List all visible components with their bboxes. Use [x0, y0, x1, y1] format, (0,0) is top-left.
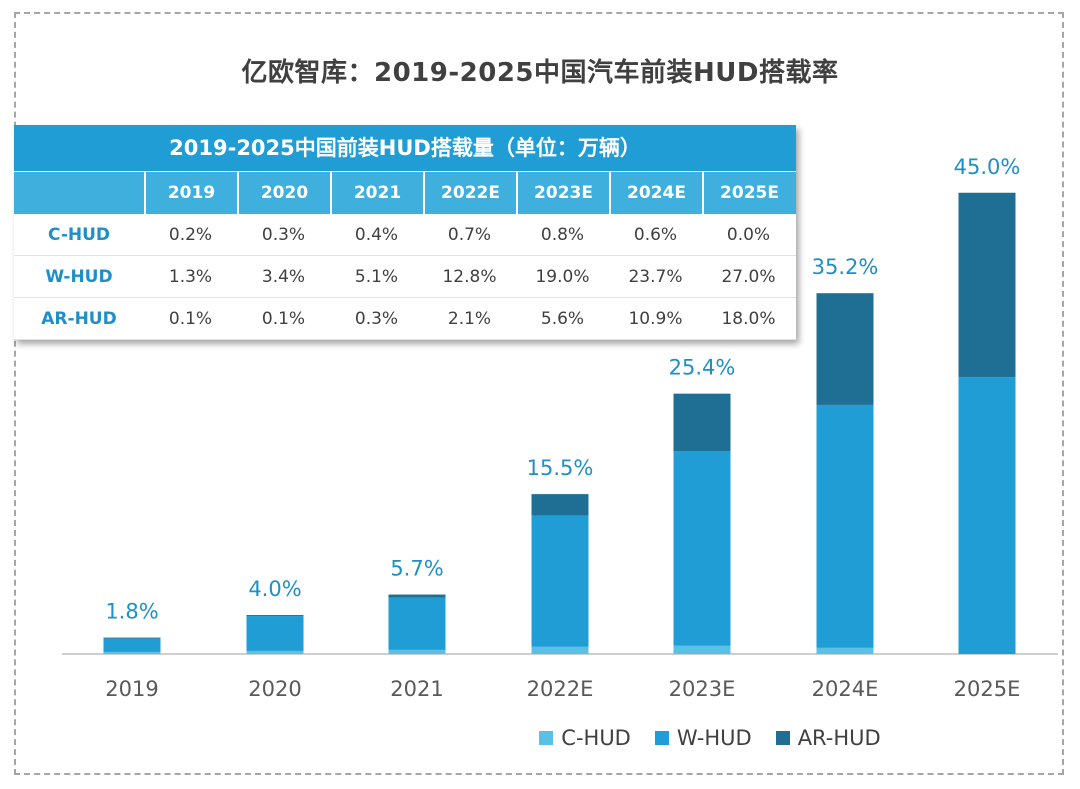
total-label: 1.8% [105, 600, 158, 624]
table-header-cell: 2024E [609, 172, 702, 214]
bar-ar-hud-2022e [531, 494, 589, 516]
table-header-cell: 2020 [237, 172, 330, 214]
bar-c-hud-2022e [531, 646, 589, 654]
table-title: 2019-2025中国前装HUD搭载量（单位：万辆） [14, 125, 796, 171]
table-header-cell: 2025E [702, 172, 795, 214]
bar-c-hud-2024e [816, 647, 874, 654]
data-table: 2019-2025中国前装HUD搭载量（单位：万辆） 2019 2020 202… [14, 125, 796, 340]
total-label: 5.7% [390, 557, 443, 581]
bar-w-hud-2021 [388, 597, 446, 650]
table-cell: 0.3% [354, 308, 399, 329]
total-label: 45.0% [954, 155, 1021, 179]
table-cell: 19.0% [535, 266, 590, 287]
legend-label-w-hud: W-HUD [676, 726, 752, 750]
bar-w-hud-2023e [673, 451, 731, 646]
bar-ar-hud-2020 [246, 615, 304, 617]
legend: C-HUD W-HUD AR-HUD [0, 726, 1080, 750]
bar-w-hud-2024e [816, 404, 874, 648]
chart-frame [14, 12, 1064, 775]
legend-swatch-c-hud [539, 731, 554, 745]
total-label: 35.2% [812, 255, 879, 279]
legend-item-c-hud: C-HUD [199, 726, 631, 750]
table-cell: 3.4% [261, 266, 306, 287]
table-cell: 1.3% [168, 266, 213, 287]
table-cell: 0.6% [633, 224, 678, 245]
table-cell: 0.8% [540, 224, 585, 245]
legend-label-c-hud: C-HUD [561, 726, 631, 750]
table-row-label: AR-HUD [41, 308, 117, 329]
bar-w-hud-2025e [958, 377, 1016, 654]
bar-w-hud-2019 [103, 638, 161, 652]
bar-ar-hud-2025e [958, 192, 1016, 378]
table-row: AR-HUD 0.1% 0.1% 0.3% 2.1% 5.6% 10.9% 18… [14, 298, 796, 340]
bar-w-hud-2022e [531, 515, 589, 647]
table-cell: 10.9% [628, 308, 683, 329]
table-header-cell: 2022E [423, 172, 516, 214]
table-header-cell: 2019 [144, 172, 237, 214]
total-label: 4.0% [248, 577, 301, 601]
x-tick-label: 2020 [248, 677, 301, 701]
bar-c-hud-2019 [103, 651, 161, 654]
table-cell: 23.7% [628, 266, 683, 287]
x-tick-label: 2025E [954, 677, 1021, 701]
table-header-cell: 2023E [516, 172, 609, 214]
x-tick-label: 2022E [527, 677, 594, 701]
table-cell: 0.1% [168, 308, 213, 329]
table-cell: 2.1% [447, 308, 492, 329]
bar-ar-hud-2019 [103, 637, 161, 639]
bar-w-hud-2020 [246, 616, 304, 651]
table-cell: 0.1% [261, 308, 306, 329]
table-row: W-HUD 1.3% 3.4% 5.1% 12.8% 19.0% 23.7% 2… [14, 256, 796, 298]
table-cell: 0.7% [447, 224, 492, 245]
legend-item-w-hud: W-HUD [654, 726, 752, 750]
total-label: 25.4% [669, 356, 736, 380]
table-cell: 0.4% [354, 224, 399, 245]
total-label: 15.5% [527, 456, 594, 480]
table-cell: 12.8% [442, 266, 497, 287]
x-tick-label: 2019 [105, 677, 158, 701]
x-tick-labels-group: 2019 2020 2021 2022E 2023E 2024E 2025E [105, 677, 1020, 701]
legend-swatch-w-hud [654, 731, 669, 745]
table-cell: 0.0% [726, 224, 771, 245]
bar-ar-hud-2023e [673, 393, 731, 452]
legend-label-ar-hud: AR-HUD [797, 726, 881, 750]
table-row-label: C-HUD [47, 224, 111, 245]
table-cell: 18.0% [721, 308, 776, 329]
table-cell: 5.1% [354, 266, 399, 287]
chart-title: 亿欧智库：2019-2025中国汽车前装HUD搭载率 [241, 58, 839, 88]
bar-ar-hud-2021 [388, 594, 446, 598]
table-header-blank [14, 172, 144, 214]
table-header-row: 2019 2020 2021 2022E 2023E 2024E 2025E [14, 171, 796, 214]
table-header-cell: 2021 [330, 172, 423, 214]
bar-c-hud-2020 [246, 650, 304, 654]
x-tick-label: 2021 [390, 677, 443, 701]
table-cell: 0.2% [168, 224, 213, 245]
x-tick-label: 2023E [669, 677, 736, 701]
table-row: C-HUD 0.2% 0.3% 0.4% 0.7% 0.8% 0.6% 0.0% [14, 214, 796, 256]
bar-c-hud-2021 [388, 649, 446, 654]
total-labels-group: 1.8% 4.0% 5.7% 15.5% 25.4% 35.2% 45.0% [105, 155, 1020, 624]
table-cell: 27.0% [721, 266, 776, 287]
bar-ar-hud-2024e [816, 293, 874, 405]
table-row-label: W-HUD [45, 266, 113, 287]
table-cell: 5.6% [540, 308, 585, 329]
bar-c-hud-2023e [673, 645, 731, 654]
table-cell: 0.3% [261, 224, 306, 245]
x-tick-label: 2024E [812, 677, 879, 701]
legend-item-ar-hud: AR-HUD [775, 726, 881, 750]
legend-swatch-ar-hud [775, 731, 790, 745]
bars-group [103, 192, 1016, 654]
